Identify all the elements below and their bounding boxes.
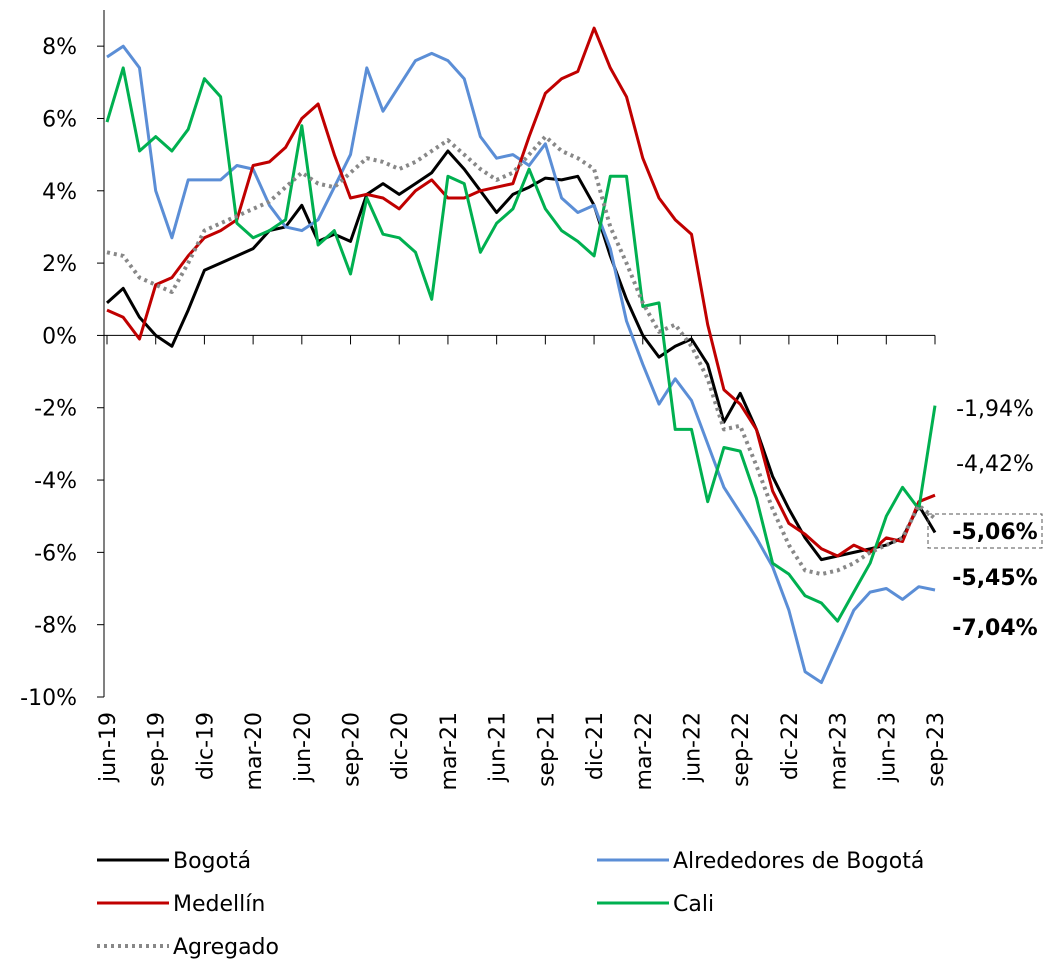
x-tick-label: jun-23 — [875, 712, 900, 783]
legend-label: Agregado — [173, 935, 279, 960]
series-line — [106, 134, 937, 577]
series-line — [106, 44, 936, 684]
legend-label: Cali — [673, 892, 714, 917]
x-tick-label: sep-21 — [534, 712, 559, 787]
legend-label: Medellín — [173, 892, 265, 917]
x-tick-label: mar-20 — [242, 712, 267, 790]
series-line — [105, 66, 937, 623]
x-tick-label: dic-19 — [193, 712, 218, 780]
y-tick-label: 4% — [42, 180, 77, 205]
x-tick-label: sep-22 — [729, 712, 754, 787]
x-tick-label: jun-19 — [96, 712, 121, 783]
x-tick-label: jun-20 — [291, 712, 316, 783]
legend-label: Bogotá — [173, 849, 251, 874]
value-label: -4,42% — [956, 452, 1034, 477]
value-label: -5,06% — [952, 520, 1037, 545]
legend-label: Alrededores de Bogotá — [673, 849, 924, 874]
y-tick-label: 6% — [42, 107, 77, 132]
y-tick-label: 8% — [42, 35, 77, 60]
x-tick-label: sep-23 — [924, 712, 949, 787]
x-tick-label: dic-22 — [778, 712, 803, 780]
y-tick-label: -10% — [20, 686, 77, 711]
x-tick-label: jun-21 — [486, 712, 511, 783]
y-tick-label: -4% — [34, 469, 77, 494]
series-line — [106, 26, 936, 558]
y-tick-label: 2% — [42, 252, 77, 277]
value-label: -1,94% — [956, 397, 1034, 422]
series-line — [105, 149, 937, 562]
y-tick-label: -6% — [34, 541, 77, 566]
x-tick-label: dic-21 — [583, 712, 608, 780]
value-label: -7,04% — [952, 616, 1037, 641]
value-label-box — [927, 513, 1043, 549]
x-tick-label: sep-19 — [145, 712, 170, 787]
y-tick-label: 0% — [42, 324, 77, 349]
x-tick-label: sep-20 — [340, 712, 365, 787]
x-tick-label: jun-22 — [680, 712, 705, 783]
y-tick-label: -2% — [34, 397, 77, 422]
x-tick-label: dic-20 — [388, 712, 413, 780]
x-tick-label: mar-21 — [437, 712, 462, 790]
value-label: -5,45% — [952, 566, 1037, 591]
y-tick-label: -8% — [34, 614, 77, 639]
x-tick-label: mar-22 — [632, 712, 657, 790]
x-tick-label: mar-23 — [827, 712, 852, 790]
